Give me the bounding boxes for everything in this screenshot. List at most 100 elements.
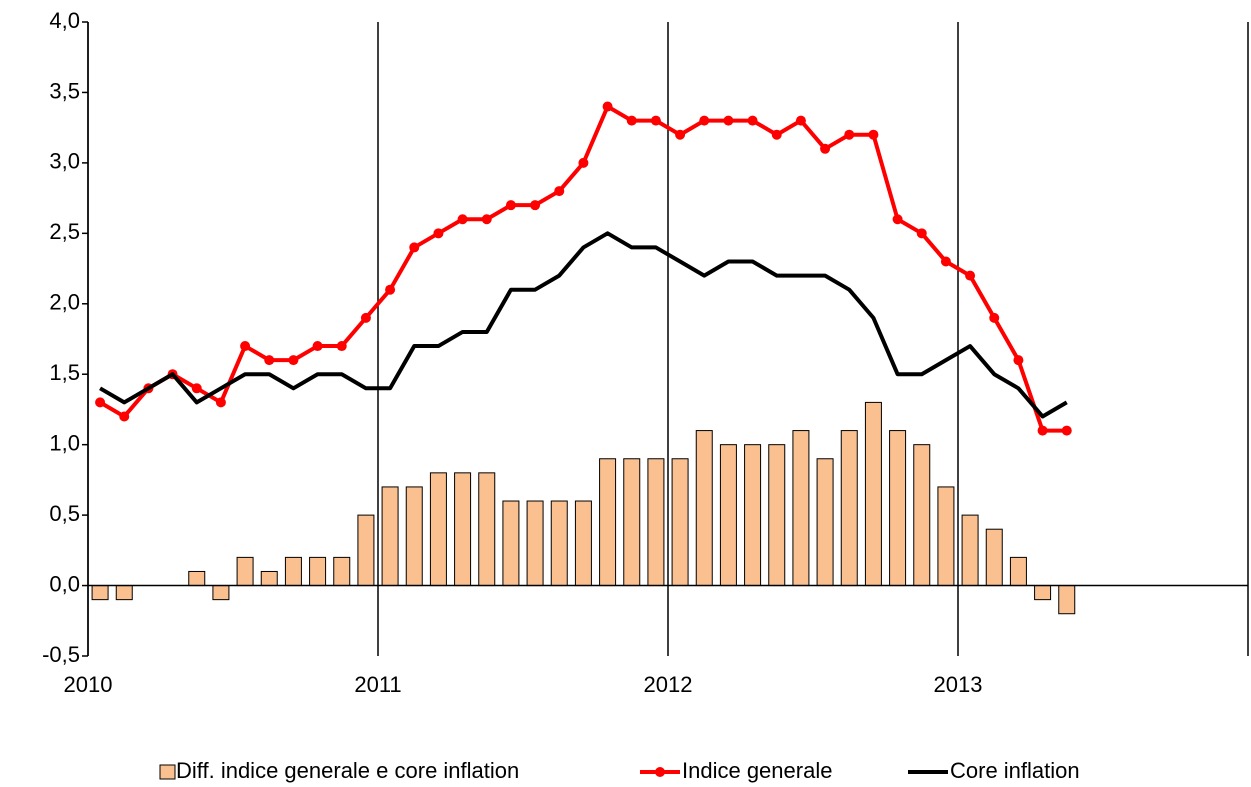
marker [723, 115, 734, 126]
bar [744, 444, 762, 587]
marker [675, 129, 686, 140]
marker [989, 312, 1000, 323]
bar [454, 472, 472, 587]
marker [916, 228, 927, 239]
bar [260, 570, 278, 587]
marker [747, 115, 758, 126]
marker [481, 214, 492, 225]
legend-label: Core inflation [950, 758, 1080, 783]
y-tick-label: 3,5 [49, 78, 80, 103]
marker [578, 157, 589, 168]
bar [574, 500, 592, 587]
marker [409, 242, 420, 253]
marker [95, 397, 106, 408]
bar [864, 401, 882, 587]
bar [719, 444, 737, 587]
y-tick-label: 4,0 [49, 8, 80, 33]
bar [985, 528, 1003, 587]
x-tick-label: 2010 [64, 672, 113, 697]
marker [602, 101, 613, 112]
line [99, 231, 1068, 419]
marker [1013, 355, 1024, 366]
marker [699, 115, 710, 126]
legend-label: Diff. indice generale e core inflation [176, 758, 519, 783]
bar [695, 430, 713, 587]
bar [671, 458, 689, 587]
bar [502, 500, 520, 587]
marker [1037, 425, 1048, 436]
y-tick-label: 1,0 [49, 430, 80, 455]
bar [188, 570, 206, 587]
y-tick-label: 0,0 [49, 571, 80, 596]
marker [119, 411, 130, 422]
bar [333, 556, 351, 587]
marker [191, 383, 202, 394]
bar [623, 458, 641, 587]
y-tick-label: 2,0 [49, 290, 80, 315]
y-tick-label: 2,5 [49, 219, 80, 244]
y-tick-label: 0,5 [49, 501, 80, 526]
bar [961, 514, 979, 587]
marker [530, 200, 541, 211]
marker [892, 214, 903, 225]
marker [215, 397, 226, 408]
line [99, 104, 1067, 433]
bar [1058, 585, 1076, 615]
marker [626, 115, 637, 126]
bar [840, 430, 858, 587]
marker [844, 129, 855, 140]
bar [889, 430, 907, 587]
marker [505, 200, 516, 211]
y-tick-label: -0,5 [42, 642, 80, 667]
marker [360, 312, 371, 323]
x-tick-label: 2011 [354, 672, 401, 697]
marker [771, 129, 782, 140]
bar [381, 486, 399, 587]
bar [478, 472, 496, 587]
marker [312, 341, 323, 352]
marker [457, 214, 468, 225]
legend-marker [655, 767, 665, 777]
bar [768, 444, 786, 587]
marker [868, 129, 879, 140]
bar [647, 458, 665, 587]
bar [236, 556, 254, 587]
bar [599, 458, 617, 587]
legend-label: Indice generale [682, 758, 832, 783]
x-tick-label: 2012 [644, 672, 693, 697]
bar [526, 500, 544, 587]
bar [792, 430, 810, 587]
marker [1061, 425, 1072, 436]
marker [433, 228, 444, 239]
bar [816, 458, 834, 587]
y-tick-label: 1,5 [49, 360, 80, 385]
marker [795, 115, 806, 126]
marker [288, 355, 299, 366]
bar [1009, 556, 1027, 587]
bar [309, 556, 327, 587]
bar [550, 500, 568, 587]
marker [820, 143, 831, 154]
marker [240, 341, 251, 352]
marker [264, 355, 275, 366]
bar [937, 486, 955, 587]
bar [429, 472, 447, 587]
bar [405, 486, 423, 587]
bar [91, 585, 109, 601]
bar [284, 556, 302, 587]
bar [212, 585, 230, 601]
y-tick-label: 3,0 [49, 149, 80, 174]
marker [650, 115, 661, 126]
marker [965, 270, 976, 281]
marker [385, 284, 396, 295]
bar [115, 585, 133, 601]
bar [1034, 585, 1052, 601]
bar [357, 514, 375, 587]
marker [336, 341, 347, 352]
legend-swatch [159, 764, 176, 780]
marker [554, 186, 565, 197]
bar [913, 444, 931, 587]
marker [940, 256, 951, 267]
